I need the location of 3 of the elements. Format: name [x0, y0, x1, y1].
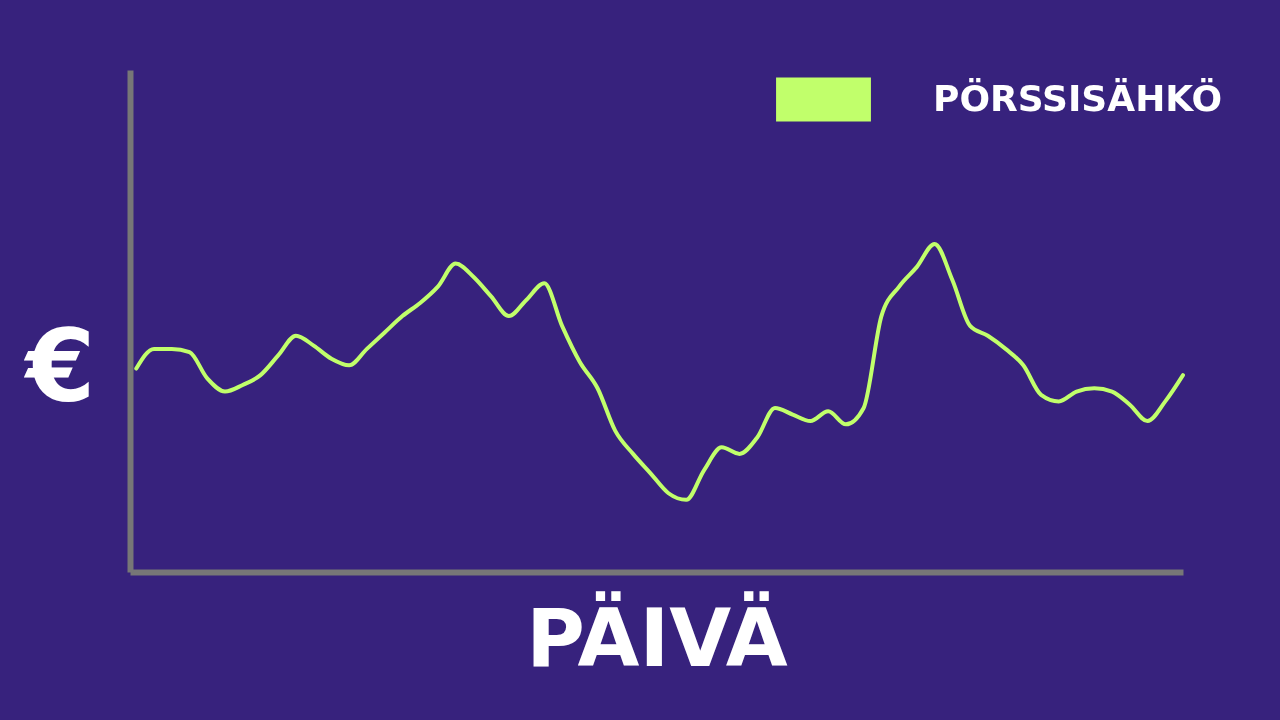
legend-label: PÖRSSISÄHKÖ: [933, 77, 1223, 119]
y-axis-title: €: [23, 307, 96, 425]
x-axis-title: PÄIVÄ: [526, 590, 788, 685]
